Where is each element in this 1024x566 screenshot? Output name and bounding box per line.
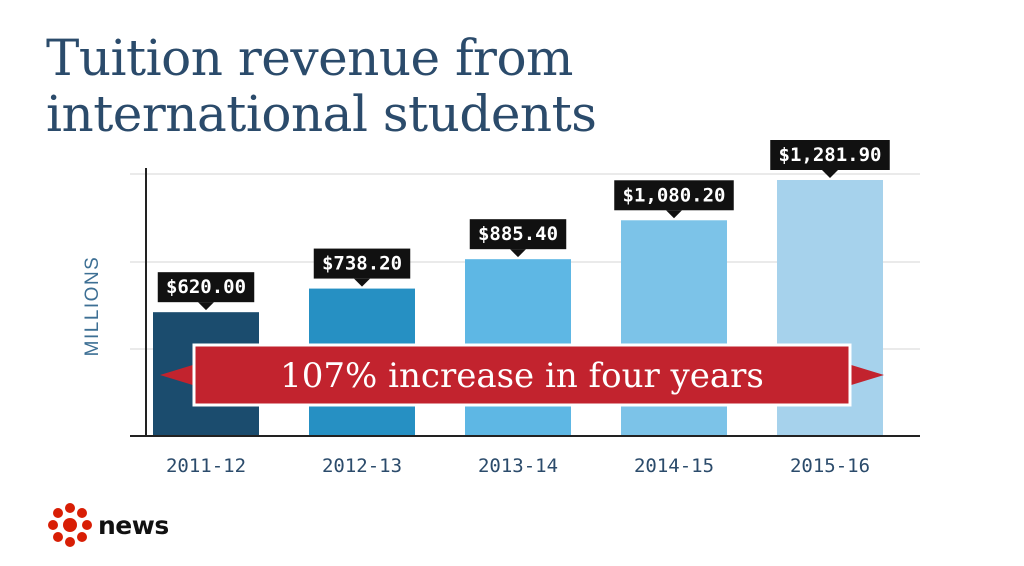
x-tick-label: 2013-14 xyxy=(478,455,558,477)
cbc-news-logo: news xyxy=(48,503,169,547)
value-label-pointer xyxy=(354,278,370,287)
value-label-box xyxy=(614,180,734,211)
value-label: $1,080.20 xyxy=(614,180,734,219)
value-labels: $620.00 $738.20 $885.40 $1,080.20 $1,281.90 xyxy=(157,140,890,311)
value-label-box xyxy=(157,272,255,303)
value-label-pointer xyxy=(666,210,682,219)
banner-right-arrow xyxy=(848,364,884,386)
value-label: $885.40 xyxy=(469,219,567,258)
value-label-text: $1,080.20 xyxy=(623,184,726,206)
x-tick-label: 2011-12 xyxy=(166,455,246,477)
value-label-text: $885.40 xyxy=(478,223,558,245)
value-label-text: $620.00 xyxy=(166,276,246,298)
value-label-pointer xyxy=(510,249,526,258)
gem-petal xyxy=(82,520,92,530)
value-label-text: $738.20 xyxy=(322,253,402,275)
gem-petal xyxy=(48,520,58,530)
value-label-pointer xyxy=(198,302,214,311)
banner-text: 107% increase in four years xyxy=(280,356,764,396)
banner-left-arrow xyxy=(160,364,196,386)
gem-petal xyxy=(77,508,87,518)
logo-text: news xyxy=(98,510,169,540)
x-tick-label: 2015-16 xyxy=(790,455,870,477)
x-tick-label: 2014-15 xyxy=(634,455,714,477)
title-line-2: international students xyxy=(46,85,597,143)
axes-group xyxy=(130,168,920,437)
gem-petal xyxy=(65,537,75,547)
x-tick-labels: 2011-12 2012-13 2013-14 2014-15 2015-16 xyxy=(166,455,870,477)
title-line-1: Tuition revenue from xyxy=(46,29,573,87)
cbc-gem-icon xyxy=(48,503,92,547)
value-label-box xyxy=(313,248,411,279)
value-label-pointer xyxy=(822,170,838,178)
x-tick-label: 2012-13 xyxy=(322,455,402,477)
y-axis-label: MILLIONS xyxy=(82,256,103,357)
value-label-box xyxy=(469,219,567,250)
annotation-banner: 107% increase in four years xyxy=(160,343,884,407)
value-label: $620.00 xyxy=(157,272,255,311)
value-label-box xyxy=(770,140,890,170)
chart-title: Tuition revenue from international stude… xyxy=(46,29,597,143)
gem-petal xyxy=(65,503,75,513)
value-label: $1,281.90 xyxy=(770,140,890,178)
gem-petal xyxy=(53,508,63,518)
gem-petal xyxy=(53,532,63,542)
value-label-text: $1,281.90 xyxy=(779,144,882,166)
gem-petal xyxy=(77,532,87,542)
banner-box xyxy=(192,343,852,407)
value-label: $738.20 xyxy=(313,248,411,287)
gem-center xyxy=(63,518,77,532)
